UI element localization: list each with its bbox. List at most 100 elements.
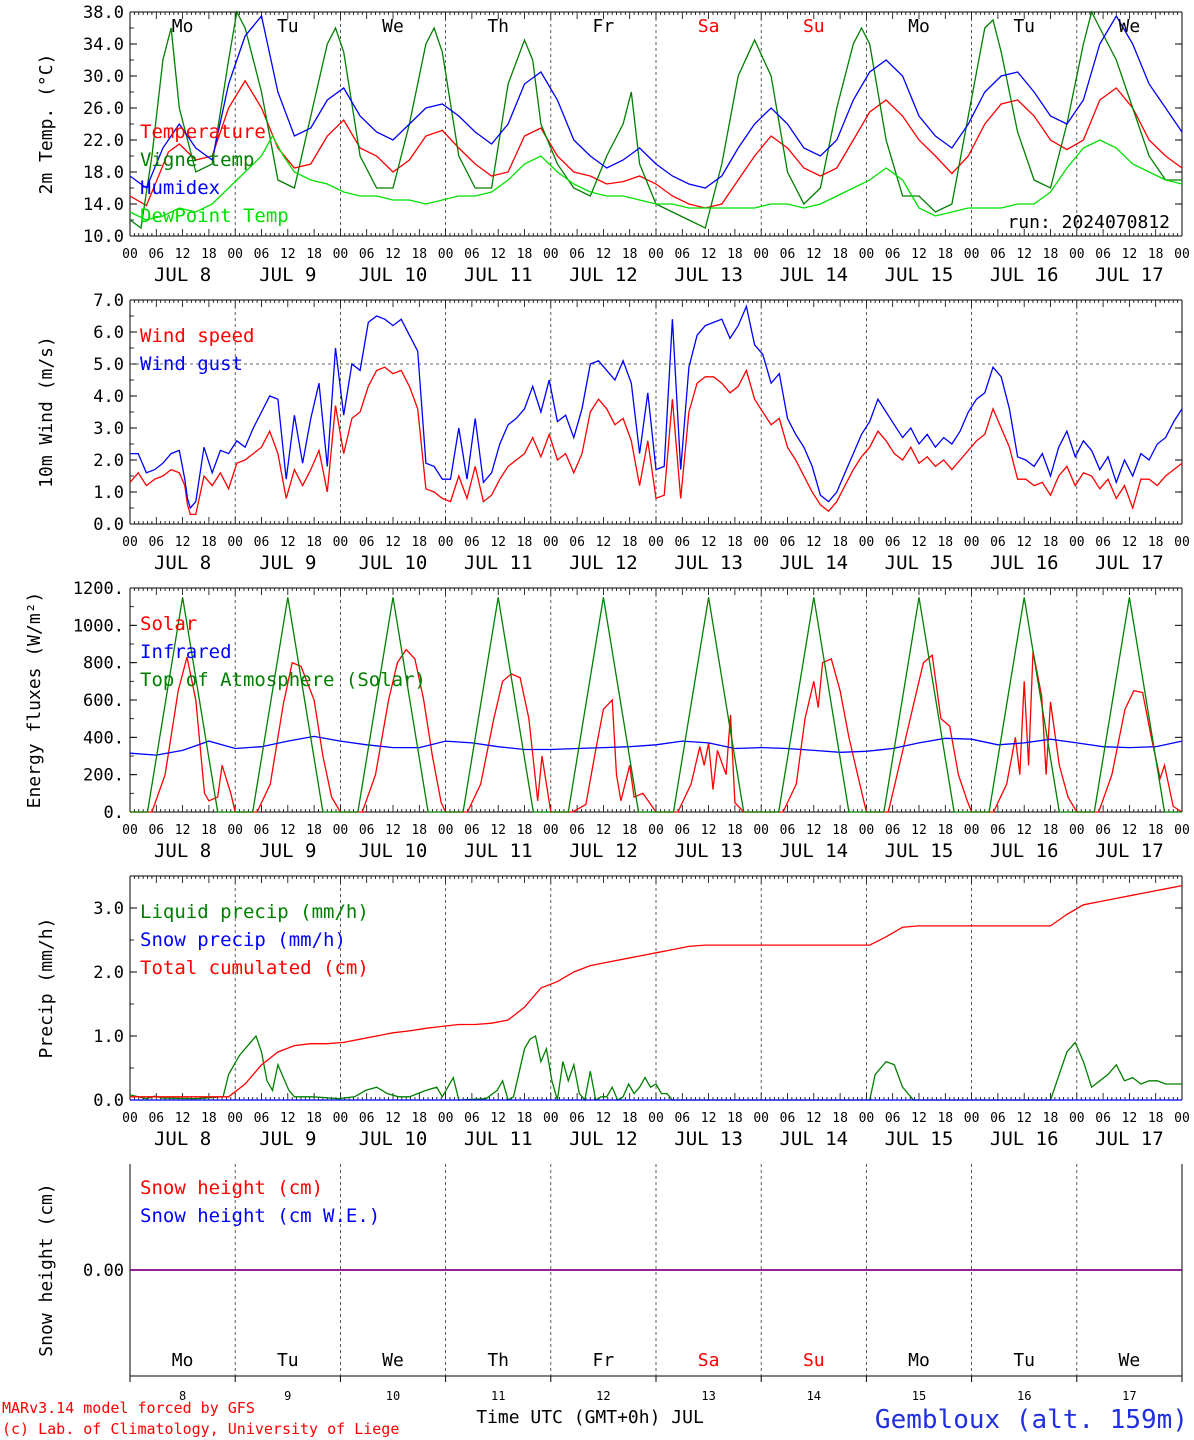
hour-tick-label: 18 <box>201 247 217 262</box>
hour-tick-label: 12 <box>385 535 401 550</box>
legend-entry: Total cumulated (cm) <box>140 957 369 979</box>
hour-tick-label: 06 <box>990 535 1006 550</box>
hour-tick-label: 06 <box>780 823 796 838</box>
hour-tick-label: 00 <box>1174 1111 1190 1126</box>
hour-tick-label: 06 <box>990 823 1006 838</box>
hour-tick-label: 18 <box>411 535 427 550</box>
day-label: JUL 17 <box>1095 840 1164 862</box>
y-tick-label: 6.0 <box>93 323 124 343</box>
day-label: JUL 15 <box>885 552 954 574</box>
weekday-label: Su <box>803 1350 825 1371</box>
hour-tick-label: 18 <box>832 823 848 838</box>
hour-tick-label: 06 <box>674 535 690 550</box>
hour-tick-label: 18 <box>201 823 217 838</box>
hour-tick-label: 06 <box>148 247 164 262</box>
hour-tick-label: 18 <box>201 1111 217 1126</box>
day-label: JUL 10 <box>359 1128 428 1150</box>
y-tick-label: 600. <box>83 691 124 711</box>
legend-entry: Snow height (cm) <box>140 1177 323 1199</box>
hour-tick-label: 12 <box>490 823 506 838</box>
hour-tick-label: 18 <box>517 535 533 550</box>
hour-tick-label: 00 <box>859 1111 875 1126</box>
hour-tick-label: 12 <box>596 247 612 262</box>
day-number-label: 10 <box>386 1389 400 1403</box>
weekday-label: We <box>382 1350 404 1371</box>
y-tick-label: 200. <box>83 766 124 786</box>
panels: 00 06 12 18 00 06 12 18 00 06 12 18 00 06 12 18 00 06 12 18… <box>24 3 1190 1403</box>
hour-tick-label: 00 <box>333 247 349 262</box>
hour-tick-label: 06 <box>885 535 901 550</box>
y-tick-label: 400. <box>83 728 124 748</box>
legend-entry: Wind gust <box>140 353 243 375</box>
hour-tick-label: 00 <box>438 823 454 838</box>
hour-tick-label: 00 <box>648 1111 664 1126</box>
hour-tick-label: 06 <box>674 247 690 262</box>
hour-tick-label: 12 <box>806 247 822 262</box>
hour-tick-label: 00 <box>1174 247 1190 262</box>
y-tick-label: 5.0 <box>93 355 124 375</box>
weekday-label: Mo <box>172 1350 194 1371</box>
weekday-label: Fr <box>593 16 615 37</box>
series-line <box>129 14 1183 190</box>
hour-tick-label: 00 <box>333 535 349 550</box>
y-tick-label: 7.0 <box>93 291 124 311</box>
y-tick-label: 38.0 <box>83 3 124 23</box>
series-line <box>129 366 1183 516</box>
weekday-label: Tu <box>1013 1350 1035 1371</box>
day-number-label: 9 <box>284 1389 291 1403</box>
day-label: JUL 16 <box>990 840 1059 862</box>
hour-tick-label: 12 <box>175 535 191 550</box>
hour-tick-label: 18 <box>306 535 322 550</box>
hour-tick-label: 00 <box>122 1111 138 1126</box>
day-label: JUL 13 <box>674 1128 743 1150</box>
hour-tick-label: 18 <box>937 535 953 550</box>
hour-tick-label: 18 <box>622 823 638 838</box>
hour-tick-label: 00 <box>1069 823 1085 838</box>
weekday-label: Fr <box>593 1350 615 1371</box>
weekday-label: Th <box>487 16 509 37</box>
day-label: JUL 14 <box>779 840 848 862</box>
hour-tick-label: 12 <box>701 247 717 262</box>
day-number-label: 8 <box>179 1389 186 1403</box>
hour-tick-label: 06 <box>464 247 480 262</box>
hour-tick-label: 06 <box>464 1111 480 1126</box>
hour-tick-label: 00 <box>1069 1111 1085 1126</box>
day-label: JUL 8 <box>154 552 211 574</box>
hour-tick-label: 18 <box>517 1111 533 1126</box>
hour-tick-label: 00 <box>648 247 664 262</box>
weekday-label: We <box>1119 1350 1141 1371</box>
y-axis-label: Energy fluxes (W/m²) <box>24 592 45 809</box>
hour-tick-label: 00 <box>227 823 243 838</box>
hour-tick-label: 00 <box>964 823 980 838</box>
hour-tick-label: 06 <box>885 1111 901 1126</box>
day-label: JUL 8 <box>154 1128 211 1150</box>
y-tick-label: 1.0 <box>93 1027 124 1047</box>
series-line <box>130 304 1183 510</box>
hour-tick-label: 18 <box>411 823 427 838</box>
hour-tick-label: 06 <box>359 823 375 838</box>
y-axis-label: Precip (mm/h) <box>36 918 57 1059</box>
footer: MARv3.14 model forced by GFS (c) Lab. of… <box>2 1399 1188 1438</box>
hour-tick-label: 18 <box>832 535 848 550</box>
series-line <box>130 884 1183 1098</box>
day-label: JUL 16 <box>990 552 1059 574</box>
day-number-label: 12 <box>596 1389 610 1403</box>
hour-tick-label: 18 <box>622 535 638 550</box>
panel-5: 0.00 Snow height (cm) Snow height (cm) Snow… <box>36 1164 1183 1403</box>
hour-tick-label: 12 <box>1122 535 1138 550</box>
hour-tick-label: 06 <box>464 823 480 838</box>
day-label: JUL 10 <box>359 264 428 286</box>
hour-tick-label: 12 <box>175 247 191 262</box>
y-tick-label: 3.0 <box>93 419 124 439</box>
day-label: JUL 12 <box>569 264 638 286</box>
hour-tick-label: 00 <box>753 1111 769 1126</box>
hour-tick-label: 12 <box>490 247 506 262</box>
station-name: Gembloux (alt. 159m) <box>875 1405 1188 1435</box>
y-tick-label: 4.0 <box>93 387 124 407</box>
series-line <box>129 134 1183 221</box>
hour-tick-label: 06 <box>990 1111 1006 1126</box>
hour-tick-label: 06 <box>569 535 585 550</box>
hour-tick-label: 06 <box>1095 1111 1111 1126</box>
hour-tick-label: 00 <box>122 535 138 550</box>
hour-tick-label: 18 <box>1043 1111 1059 1126</box>
